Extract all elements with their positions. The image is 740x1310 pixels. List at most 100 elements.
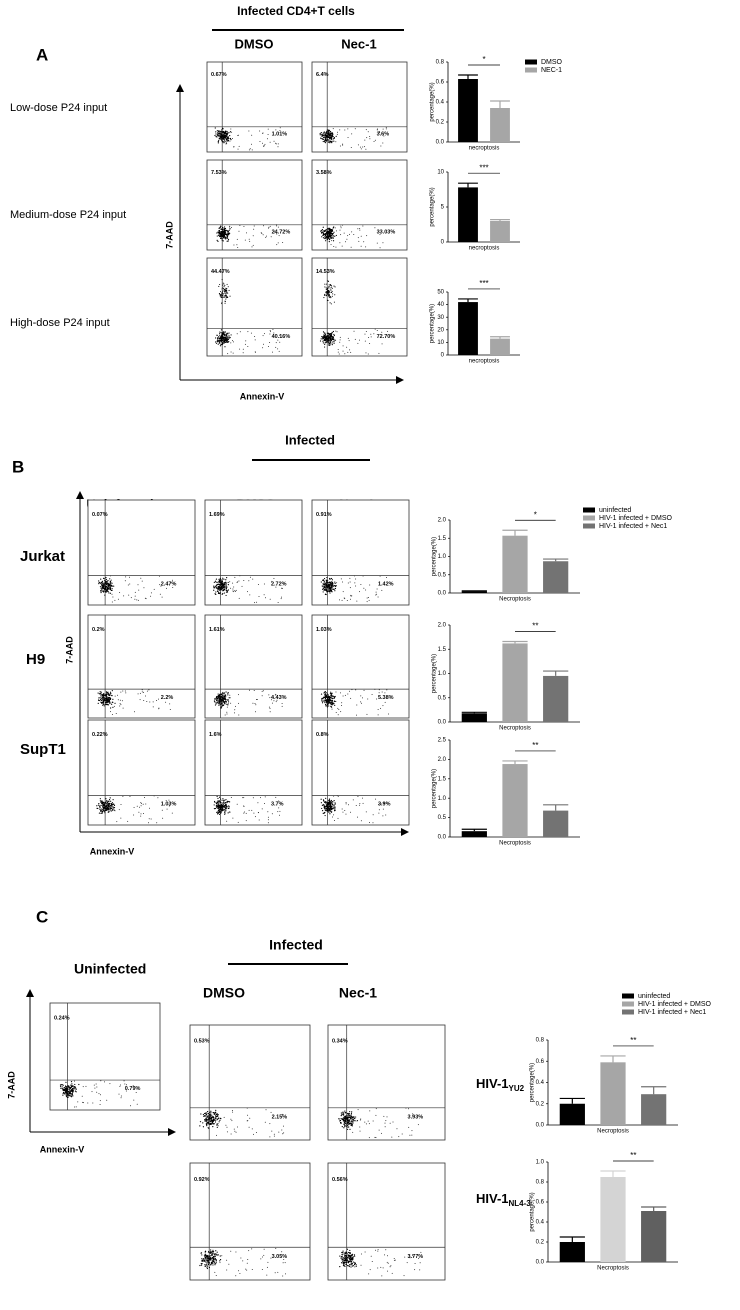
event-dot — [332, 231, 333, 232]
event-dot — [136, 1092, 137, 1093]
event-dot — [220, 291, 221, 292]
event-dot — [320, 133, 321, 134]
event-dot — [323, 338, 324, 339]
event-dot — [348, 338, 349, 339]
event-dot — [378, 714, 379, 715]
event-dot — [60, 1086, 61, 1087]
event-dot — [64, 1093, 65, 1094]
event-dot — [354, 1117, 355, 1118]
event-dot — [332, 134, 333, 135]
event-dot — [220, 704, 221, 705]
event-dot — [220, 295, 221, 296]
event-dot — [323, 804, 324, 805]
event-dot — [109, 578, 110, 579]
event-dot — [100, 810, 101, 811]
event-dot — [214, 698, 215, 699]
event-dot — [329, 586, 330, 587]
bar — [560, 1242, 585, 1262]
event-dot — [246, 813, 247, 814]
event-dot — [222, 128, 223, 129]
event-dot — [334, 820, 335, 821]
event-dot — [330, 585, 331, 586]
event-dot — [360, 147, 361, 148]
event-dot — [213, 587, 214, 588]
event-dot — [227, 713, 228, 714]
event-dot — [345, 1123, 346, 1124]
event-dot — [207, 1256, 208, 1257]
event-dot — [224, 346, 225, 347]
column-label: Uninfected — [74, 961, 146, 977]
gate-percent: 2.15% — [272, 1114, 288, 1120]
event-dot — [277, 1272, 278, 1273]
event-dot — [111, 583, 112, 584]
event-dot — [219, 700, 220, 701]
event-dot — [108, 811, 109, 812]
event-dot — [106, 700, 107, 701]
event-dot — [224, 1117, 225, 1118]
event-dot — [226, 808, 227, 809]
event-dot — [224, 592, 225, 593]
event-dot — [134, 807, 135, 808]
event-dot — [281, 1129, 282, 1130]
event-dot — [208, 1264, 209, 1265]
event-dot — [382, 705, 383, 706]
event-dot — [100, 691, 101, 692]
event-dot — [243, 226, 244, 227]
event-dot — [248, 131, 249, 132]
event-dot — [246, 1270, 247, 1271]
event-dot — [334, 800, 335, 801]
event-dot — [346, 803, 347, 804]
event-dot — [329, 808, 330, 809]
event-dot — [269, 1123, 270, 1124]
event-dot — [380, 576, 381, 577]
event-dot — [214, 1272, 215, 1273]
event-dot — [282, 1133, 283, 1134]
event-dot — [283, 1132, 284, 1133]
event-dot — [215, 133, 216, 134]
event-dot — [263, 335, 264, 336]
event-dot — [329, 345, 330, 346]
event-dot — [342, 1126, 343, 1127]
event-dot — [335, 286, 336, 287]
event-dot — [219, 340, 220, 341]
event-dot — [357, 796, 358, 797]
event-dot — [254, 690, 255, 691]
bar — [490, 108, 510, 142]
event-dot — [138, 584, 139, 585]
event-dot — [106, 697, 107, 698]
event-dot — [72, 1093, 73, 1094]
event-dot — [122, 690, 123, 691]
event-dot — [329, 338, 330, 339]
event-dot — [214, 1119, 215, 1120]
event-dot — [387, 331, 388, 332]
event-dot — [354, 1254, 355, 1255]
event-dot — [340, 692, 341, 693]
event-dot — [114, 807, 115, 808]
event-dot — [269, 708, 270, 709]
event-dot — [365, 246, 366, 247]
event-dot — [107, 803, 108, 804]
event-dot — [264, 1249, 265, 1250]
event-dot — [100, 1094, 101, 1095]
event-dot — [224, 137, 225, 138]
event-dot — [112, 707, 113, 708]
event-dot — [334, 138, 335, 139]
x-tick-label: necroptosis — [469, 359, 500, 365]
event-dot — [224, 587, 225, 588]
event-dot — [223, 801, 224, 802]
event-dot — [276, 244, 277, 245]
event-dot — [226, 590, 227, 591]
event-dot — [254, 226, 255, 227]
y-axis-label: percentage(%) — [530, 1063, 536, 1102]
event-dot — [222, 297, 223, 298]
event-dot — [226, 704, 227, 705]
error-bar — [490, 220, 510, 221]
error-bar — [502, 530, 527, 535]
event-dot — [120, 692, 121, 693]
event-dot — [166, 588, 167, 589]
event-dot — [333, 343, 334, 344]
event-dot — [232, 138, 233, 139]
event-dot — [359, 230, 360, 231]
event-dot — [350, 1116, 351, 1117]
event-dot — [215, 698, 216, 699]
